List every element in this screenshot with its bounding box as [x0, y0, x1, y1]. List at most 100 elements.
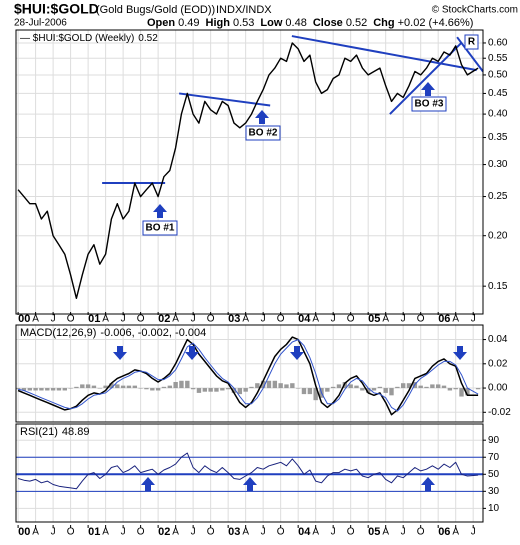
histogram-bar [400, 383, 406, 389]
x-tick-label: 00 [18, 526, 30, 538]
x-tick-label: 05 [368, 526, 380, 538]
arrow [255, 110, 269, 124]
histogram-bar [424, 386, 429, 389]
quote-label: Chg [373, 17, 394, 29]
x-tick-label: 04 [298, 526, 311, 538]
annotation: BO #1 [146, 223, 175, 234]
legend: MACD(12,26,9) -0.006, -0.002, -0.004 [20, 327, 206, 339]
legend-value: -0.006, -0.002, -0.004 [100, 327, 206, 339]
x-tick-label: 01 [88, 526, 100, 538]
x-tick-label: O [207, 314, 215, 325]
histogram-bar [435, 384, 441, 389]
legend-value: 0.52 [138, 33, 158, 44]
histogram-bar [266, 380, 272, 389]
x-tick-label: O [277, 314, 285, 325]
y-tick-label: 70 [488, 452, 500, 463]
histogram-bar [120, 385, 126, 389]
arrow [421, 82, 435, 96]
x-tick-label: O [417, 314, 425, 325]
histogram-bar [21, 388, 27, 391]
legend: — $HUI:$GOLD (Weekly) 0.52 [20, 33, 158, 44]
x-tick-label: A [102, 527, 109, 538]
y-tick-label: 0.60 [488, 38, 508, 49]
histogram-bar [15, 388, 21, 390]
arrow [153, 204, 167, 218]
histogram-bar [272, 380, 278, 389]
x-tick-label: J [331, 314, 336, 325]
x-tick-label: 02 [158, 313, 170, 325]
histogram-bar [313, 388, 318, 401]
histogram-bar [301, 388, 307, 395]
x-tick-label: A [172, 527, 179, 538]
x-tick-label: A [32, 527, 39, 538]
histogram-bar [126, 385, 132, 389]
histogram-bar [441, 385, 447, 389]
legend: RSI(21) 48.89 [20, 426, 89, 438]
histogram-bar [56, 388, 62, 391]
legend-value: 48.89 [62, 426, 90, 438]
quote-label: Close [313, 17, 343, 29]
histogram-bar [138, 388, 143, 389]
arrow [453, 346, 467, 360]
signal-line [17, 339, 479, 412]
date: 28-Jul-2006 [14, 18, 67, 29]
histogram-bar [225, 388, 231, 390]
y-tick-label: 0.04 [488, 334, 508, 345]
quote-label: High [206, 17, 231, 29]
histogram-bar [85, 384, 91, 389]
rsi-line [17, 452, 479, 490]
symbol-name: (Gold Bugs/Gold (EOD)) [96, 4, 215, 16]
quote-value: 0.52 [346, 17, 367, 29]
histogram-bar [208, 388, 213, 392]
x-tick-label: J [471, 527, 476, 538]
trendline [456, 36, 484, 73]
x-tick-label: J [331, 527, 336, 538]
histogram-bar [237, 388, 243, 395]
histogram-bar [62, 388, 68, 391]
legend-label: MACD(12,26,9) [20, 327, 96, 339]
y-tick-label: 0.50 [488, 70, 508, 81]
y-tick-label: 0.35 [488, 132, 508, 143]
x-tick-label: A [312, 527, 319, 538]
histogram-bar [68, 388, 73, 389]
histogram-bar [307, 388, 313, 395]
x-tick-label: O [417, 527, 425, 538]
histogram-bar [447, 388, 453, 391]
quote-value: 0.53 [233, 17, 254, 29]
quote-value: 0.49 [178, 17, 199, 29]
histogram-bar [383, 388, 388, 393]
trendline [179, 92, 271, 107]
panel-frame [15, 29, 484, 315]
histogram-bar [45, 388, 50, 391]
histogram-bar [39, 388, 44, 391]
x-tick-label: A [382, 527, 389, 538]
x-tick-label: A [242, 527, 249, 538]
histogram-bar [167, 385, 173, 389]
y-tick-label: 0.55 [488, 53, 508, 64]
x-tick-label: O [347, 314, 355, 325]
histogram-bar [214, 388, 219, 392]
histogram-bar [231, 388, 237, 393]
histogram-bar [109, 383, 114, 389]
annotation: R [468, 37, 476, 48]
x-tick-label: 01 [88, 313, 100, 325]
arrow [185, 346, 199, 360]
histogram-bar [389, 388, 394, 396]
x-tick-label: A [382, 314, 389, 325]
x-tick-label: J [51, 314, 56, 325]
x-tick-label: O [207, 527, 215, 538]
histogram-bar [33, 388, 38, 391]
panel-frame [15, 423, 484, 523]
arrow [113, 346, 127, 360]
histogram-bar [80, 384, 85, 389]
y-tick-label: 0.00 [488, 383, 508, 394]
x-tick-label: 06 [438, 526, 450, 538]
annotation-box [411, 96, 447, 112]
histogram-bar [348, 384, 353, 389]
histogram-bar [406, 383, 412, 389]
x-tick-label: J [261, 314, 266, 325]
histogram-bar [418, 385, 423, 389]
x-tick-label: A [32, 314, 39, 325]
histogram-bar [161, 386, 167, 389]
histogram-bar [190, 388, 196, 390]
